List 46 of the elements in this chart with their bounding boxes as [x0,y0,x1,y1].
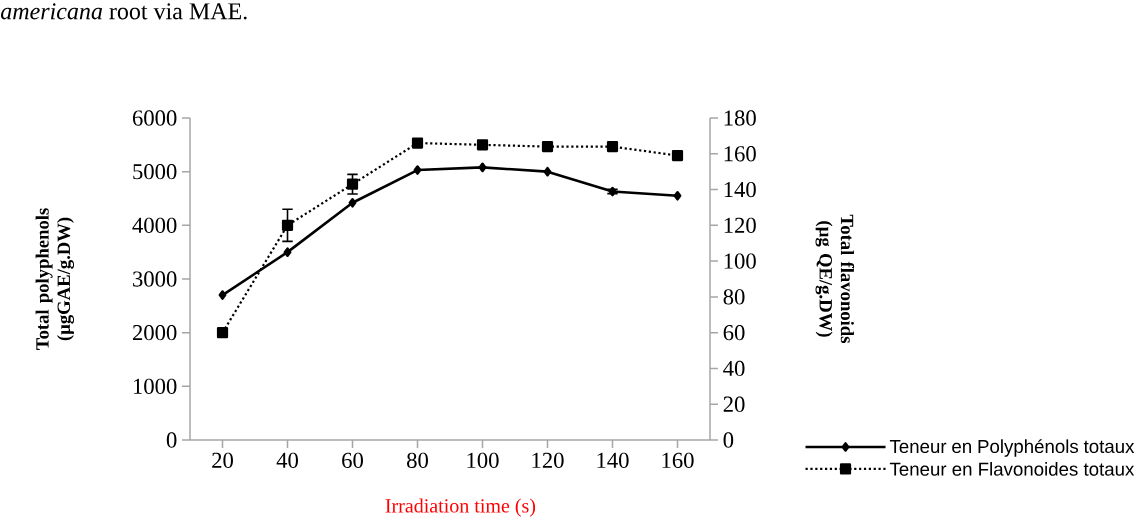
text: americana root via MAE. [0,3,247,20]
point [216,327,229,339]
legend-label: Teneur en Flavonoides totaux [889,462,1135,476]
point [348,197,357,208]
point [671,149,684,162]
x-tick-label: 160 [662,452,694,468]
x-tick-label: 80 [407,452,428,468]
y2-axis-title: Total flavonoids (µg QE/g.DW) [815,214,855,344]
y-tick-label: 6000 [132,110,177,126]
point [218,290,227,300]
y2-tick-label: 140 [724,181,756,198]
y2-tick-label: 180 [724,110,756,126]
point [673,191,682,201]
point [478,162,487,173]
point [281,219,294,231]
y2-tick-label: 40 [723,360,745,377]
y2-tick-label: 160 [724,146,756,162]
y-tick-label: 1000 [133,378,177,394]
y2-tick-label: 60 [723,325,745,341]
x-tick-label: 120 [532,452,564,468]
x-tick-label: 100 [467,452,499,468]
y-tick-label: 5000 [133,164,177,180]
point [411,137,424,149]
x-tick-label: 40 [276,452,298,468]
x-axis-title: Irradiation time (s) [385,498,536,517]
y-tick-label: 3000 [133,271,177,287]
y2-tick-label: 100 [724,253,756,269]
x-tick-label: 60 [342,452,363,468]
point [413,165,422,175]
point [606,141,619,153]
legend-label: Teneur en Polyphénols totaux [889,439,1135,457]
y2-tick-label: 20 [723,396,745,412]
y2-tick-label: 80 [723,289,745,305]
point [541,141,554,153]
y-tick-label: 4000 [132,217,177,233]
point [543,166,552,177]
x-tick-label: 20 [212,452,233,468]
y-tick-label: 2000 [132,325,177,341]
point [346,178,359,190]
point [476,139,489,151]
point [283,247,292,257]
y-axis-title: Total polyphenols (µgGAE/g.DW) [35,208,75,350]
y2-tick-label: 120 [724,217,756,233]
y-tick-label: 0 [166,432,177,448]
x-tick-label: 140 [597,452,629,468]
y2-tick-label: 0 [723,432,734,448]
